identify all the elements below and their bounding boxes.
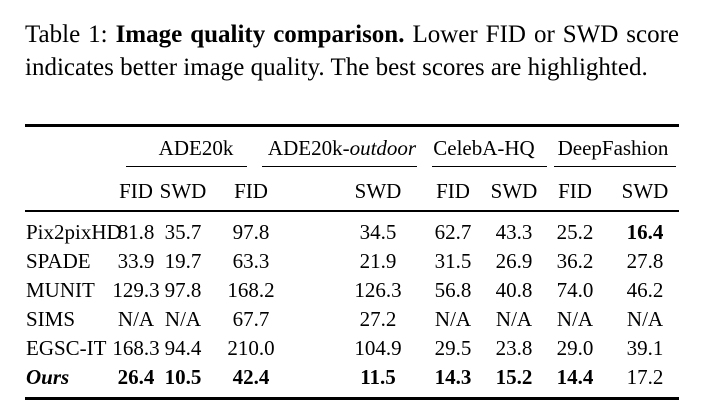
score-cell: 11.5: [360, 365, 396, 389]
dataset-name: ADE20k-: [267, 136, 350, 160]
score-cell: 81.8: [117, 220, 155, 244]
table-top-rule: [25, 124, 679, 127]
score-cell: 27.8: [626, 249, 664, 273]
dataset-name: CelebA-HQ: [433, 136, 535, 160]
score-cell: 35.7: [164, 220, 202, 244]
score-cell: N/A: [495, 307, 533, 331]
score-cell: 97.8: [164, 278, 202, 302]
method-name: Ours: [26, 365, 70, 389]
score-cell: N/A: [434, 307, 472, 331]
metric-header: SWD: [159, 179, 207, 203]
caption-label: Table 1:: [25, 21, 108, 48]
table-caption: Table 1: Image quality comparison. Lower…: [25, 19, 679, 84]
dataset-cmidrule: [554, 166, 676, 168]
score-cell: N/A: [626, 307, 664, 331]
score-cell: 46.2: [626, 278, 664, 302]
table-row: EGSC-IT 168.3 94.4 210.0 104.9 29.5 23.8 29.0 39…: [0, 334, 704, 362]
table-header-rule: [25, 210, 679, 212]
metric-header: FID: [436, 179, 470, 203]
score-cell: 19.7: [164, 249, 202, 273]
score-cell: 29.0: [556, 336, 594, 360]
score-cell: 104.9: [354, 336, 402, 360]
score-cell: 16.4: [626, 220, 664, 244]
score-cell: 23.8: [495, 336, 533, 360]
table-bottom-rule: [25, 397, 679, 400]
table-row: SPADE 33.9 19.7 63.3 21.9 31.5 26.9 36.2 27.8: [0, 247, 704, 275]
score-cell: 168.2: [227, 278, 275, 302]
score-cell: 29.5: [434, 336, 472, 360]
dataset-header: ADE20k-outdoor: [262, 135, 422, 161]
score-cell: 67.7: [232, 307, 270, 331]
score-cell: 33.9: [117, 249, 155, 273]
score-cell: 56.8: [434, 278, 472, 302]
score-cell: 10.5: [164, 365, 202, 389]
score-cell: 62.7: [434, 220, 472, 244]
score-cell: 39.1: [626, 336, 664, 360]
metric-header: SWD: [354, 179, 402, 203]
method-name: MUNIT: [26, 278, 95, 302]
score-cell: 26.9: [495, 249, 533, 273]
dataset-header: ADE20k: [116, 135, 276, 161]
score-cell: N/A: [556, 307, 594, 331]
score-cell: 21.9: [359, 249, 397, 273]
score-cell: 26.4: [117, 365, 155, 389]
score-cell: 14.4: [556, 365, 594, 389]
metric-header: FID: [234, 179, 268, 203]
metric-header: SWD: [490, 179, 538, 203]
score-cell: 74.0: [556, 278, 594, 302]
score-cell: 63.3: [232, 249, 270, 273]
metric-header: SWD: [621, 179, 669, 203]
score-cell: 210.0: [227, 336, 275, 360]
table-row: Ours 26.4 10.5 42.4 11.5 14.3 15.2 14.4 17.2: [0, 363, 704, 391]
dataset-name: DeepFashion: [557, 136, 669, 160]
dataset-header: DeepFashion: [533, 135, 693, 161]
method-name: Pix2pixHD: [26, 220, 122, 244]
method-name: SPADE: [26, 249, 91, 273]
dataset-cmidrule: [262, 166, 417, 168]
score-cell: 14.3: [434, 365, 472, 389]
score-cell: 97.8: [232, 220, 270, 244]
table-row: Pix2pixHD 81.8 35.7 97.8 34.5 62.7 43.3 25.2 16.…: [0, 218, 704, 246]
method-name: SIMS: [26, 307, 76, 331]
dataset-header: CelebA-HQ: [404, 135, 564, 161]
table-row: MUNIT 129.3 97.8 168.2 126.3 56.8 40.8 74.0 46.2: [0, 276, 704, 304]
score-cell: 27.2: [359, 307, 397, 331]
caption-text: Lower FID or SWD score indicates better …: [25, 21, 680, 81]
metric-header: FID: [119, 179, 153, 203]
score-cell: 43.3: [495, 220, 533, 244]
score-cell: N/A: [164, 307, 202, 331]
dataset-name: ADE20k: [158, 136, 234, 160]
score-cell: 34.5: [359, 220, 397, 244]
method-name: EGSC-IT: [26, 336, 107, 360]
table-row: SIMS N/A N/A 67.7 27.2 N/A N/A N/A N/A: [0, 305, 704, 333]
score-cell: 129.3: [112, 278, 160, 302]
caption-title: Image quality comparison.: [115, 21, 405, 48]
score-cell: 40.8: [495, 278, 533, 302]
score-cell: 17.2: [626, 365, 664, 389]
dataset-cmidrule: [126, 166, 247, 168]
score-cell: 126.3: [354, 278, 402, 302]
score-cell: N/A: [117, 307, 155, 331]
score-cell: 42.4: [232, 365, 270, 389]
score-cell: 36.2: [556, 249, 594, 273]
score-cell: 94.4: [164, 336, 202, 360]
dataset-cmidrule: [432, 166, 547, 168]
dataset-name-italic: outdoor: [349, 136, 417, 160]
score-cell: 168.3: [112, 336, 160, 360]
score-cell: 15.2: [495, 365, 533, 389]
score-cell: 25.2: [556, 220, 594, 244]
score-cell: 31.5: [434, 249, 472, 273]
metric-header: FID: [558, 179, 592, 203]
